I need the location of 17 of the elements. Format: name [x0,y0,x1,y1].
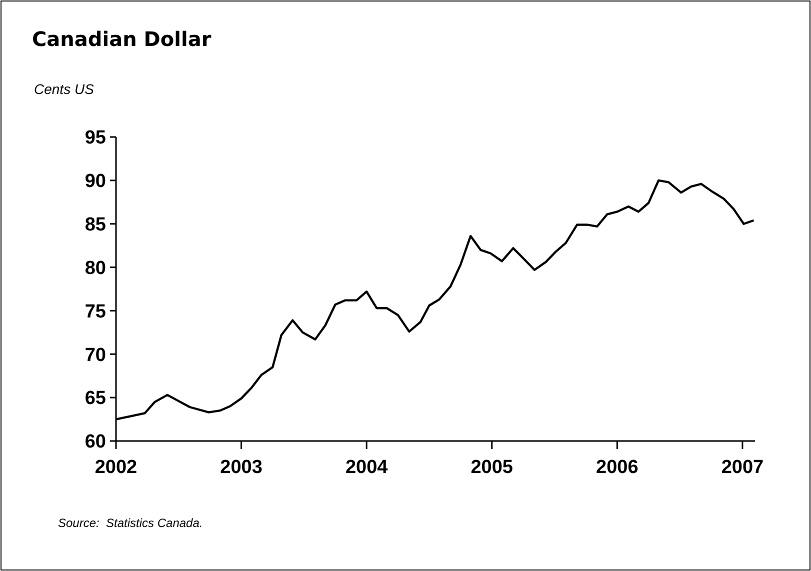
y-axis-title: Cents US [34,81,95,97]
y-tick-label: 60 [84,432,106,453]
y-tick-label: 80 [84,258,106,279]
source-note: Source: Statistics Canada. [58,516,203,530]
y-tick-label: 65 [84,388,106,410]
y-tick-label: 85 [84,214,106,236]
x-tick-label: 2005 [470,457,514,478]
chart-title: Canadian Dollar [32,27,212,51]
y-tick-label: 90 [84,171,106,192]
x-tick-label: 2007 [721,457,764,478]
x-tick-label: 2002 [94,457,138,478]
y-tick-label: 75 [84,301,106,322]
x-tick-label: 2004 [345,457,388,478]
y-tick-label: 95 [84,128,106,149]
y-tick-label: 70 [84,344,106,366]
x-tick-label: 2003 [220,457,262,478]
x-tick-label: 2006 [596,457,638,478]
